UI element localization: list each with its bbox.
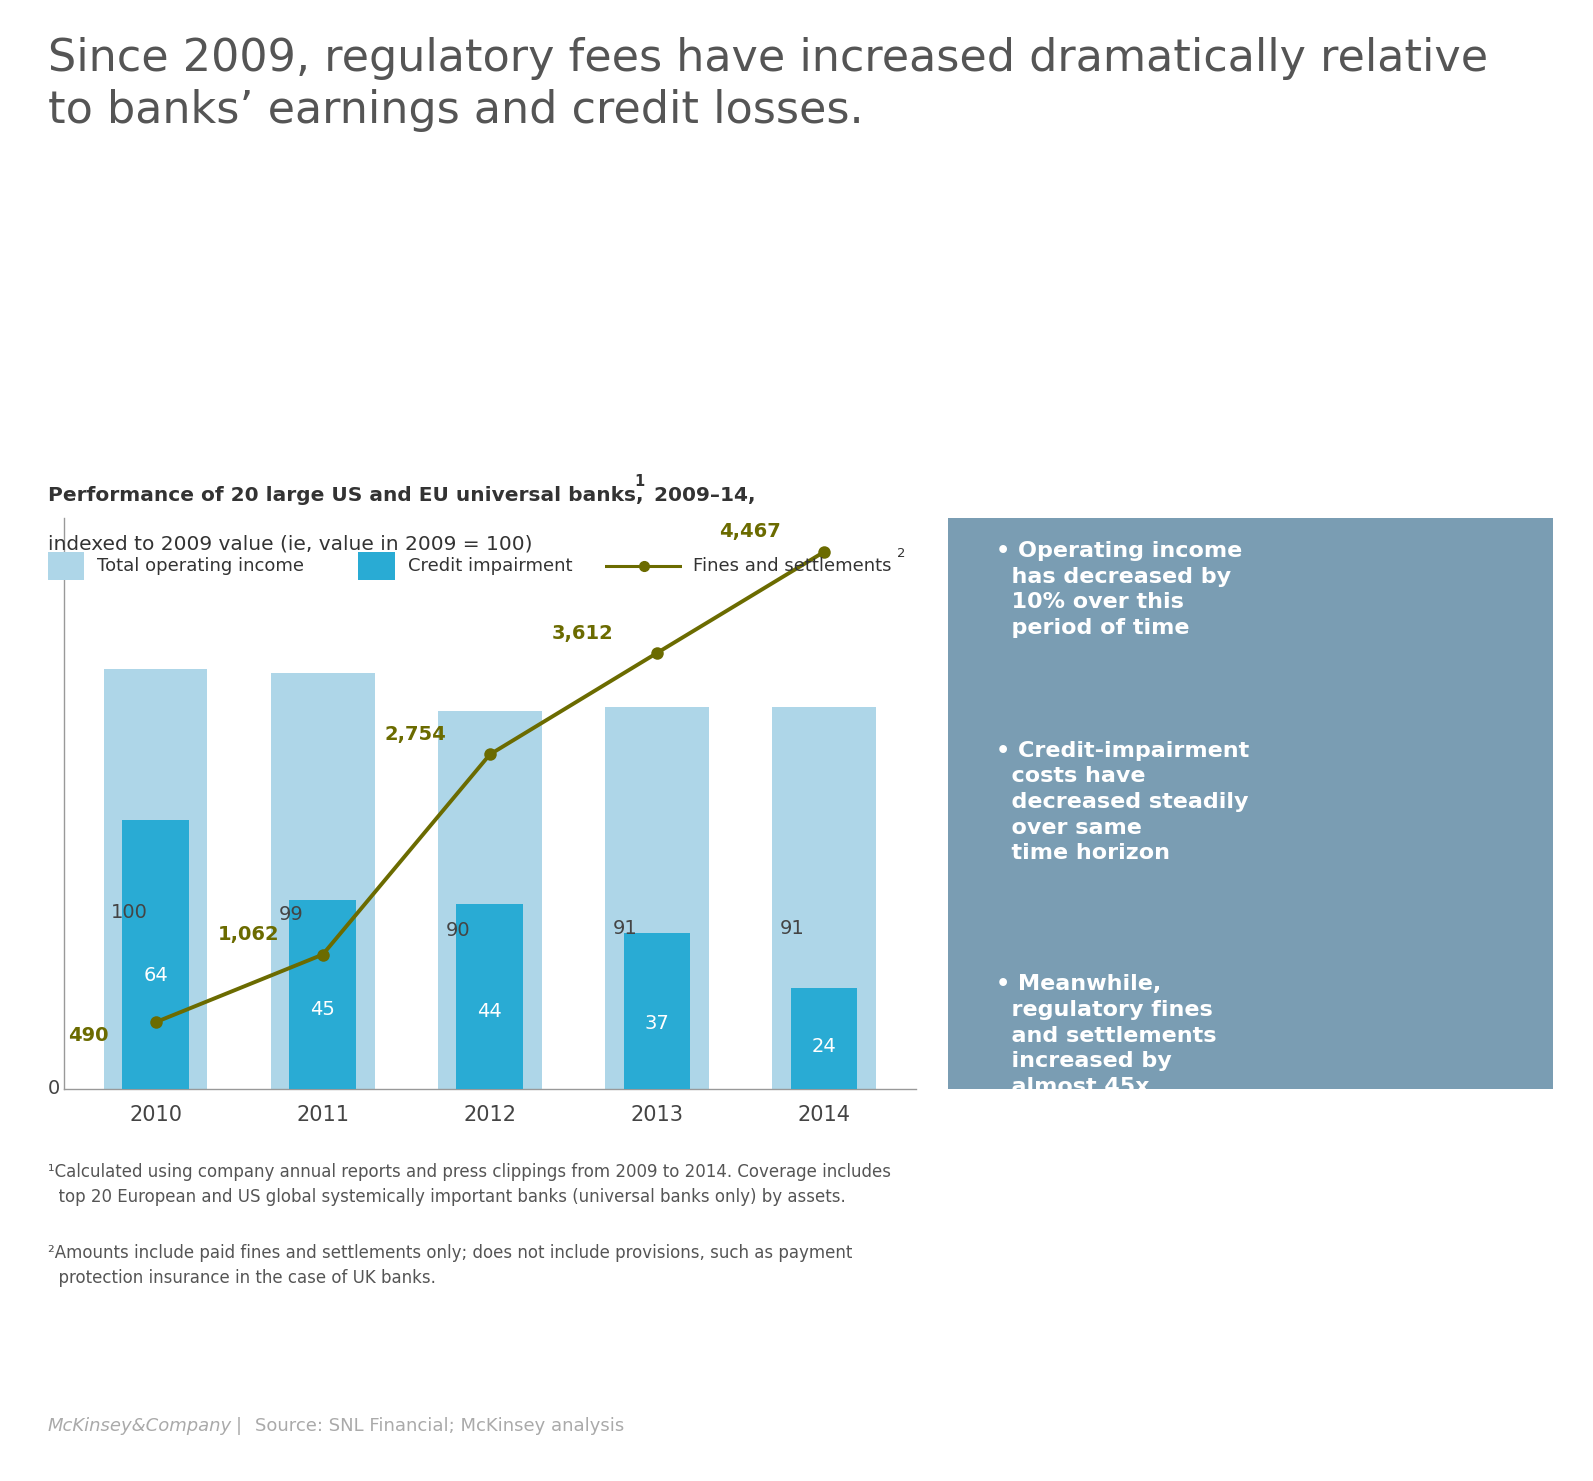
Text: Credit impairment: Credit impairment	[408, 557, 572, 575]
Text: 0: 0	[48, 1080, 61, 1097]
Text: McKinsey&Company: McKinsey&Company	[48, 1417, 233, 1435]
Text: 24: 24	[812, 1037, 836, 1056]
Text: 45: 45	[311, 1000, 335, 1019]
Bar	[271, 674, 374, 1089]
Text: 2,754: 2,754	[384, 726, 446, 743]
Text: 4,467: 4,467	[718, 523, 781, 542]
Text: • Operating income
  has decreased by
  10% over this
  period of time: • Operating income has decreased by 10% …	[996, 541, 1243, 638]
Bar	[438, 711, 542, 1089]
Bar	[290, 900, 357, 1089]
Text: indexed to 2009 value (ie, value in 2009 = 100): indexed to 2009 value (ie, value in 2009…	[48, 535, 532, 554]
Text: 90: 90	[446, 921, 470, 939]
Text: • Credit-impairment
  costs have
  decreased steadily
  over same
  time horizon: • Credit-impairment costs have decreased…	[996, 740, 1249, 863]
Text: Performance of 20 large US and EU universal banks,: Performance of 20 large US and EU univer…	[48, 486, 644, 505]
Text: 1,062: 1,062	[218, 926, 279, 943]
Text: Since 2009, regulatory fees have increased dramatically relative
to banks’ earni: Since 2009, regulatory fees have increas…	[48, 37, 1488, 132]
Text: 3,612: 3,612	[551, 624, 613, 643]
Text: ¹Calculated using company annual reports and press clippings from 2009 to 2014. : ¹Calculated using company annual reports…	[48, 1163, 890, 1206]
Bar	[773, 706, 876, 1089]
Bar	[623, 933, 690, 1089]
Text: 91: 91	[781, 918, 804, 937]
Text: 37: 37	[645, 1014, 669, 1032]
Text: 91: 91	[613, 918, 637, 937]
Text: 490: 490	[68, 1026, 108, 1046]
Text: 100: 100	[112, 903, 148, 923]
Text: 44: 44	[478, 1001, 502, 1020]
Text: • Meanwhile,
  regulatory fines
  and settlements
  increased by
  almost 45x: • Meanwhile, regulatory fines and settle…	[996, 974, 1217, 1097]
Bar	[123, 820, 190, 1089]
Bar	[790, 988, 857, 1089]
Text: 99: 99	[279, 905, 303, 924]
Text: 2009–14,: 2009–14,	[647, 486, 755, 505]
Bar	[104, 669, 207, 1089]
Bar	[457, 903, 523, 1089]
Text: Total operating income: Total operating income	[97, 557, 304, 575]
Text: 2: 2	[897, 548, 905, 560]
Text: 64: 64	[143, 966, 167, 985]
Text: Source: SNL Financial; McKinsey analysis: Source: SNL Financial; McKinsey analysis	[255, 1417, 624, 1435]
Text: Fines and settlements: Fines and settlements	[693, 557, 892, 575]
Bar	[605, 706, 709, 1089]
Text: |: |	[236, 1417, 242, 1435]
Text: 1: 1	[634, 474, 644, 489]
Text: ²Amounts include paid fines and settlements only; does not include provisions, s: ²Amounts include paid fines and settleme…	[48, 1244, 852, 1287]
